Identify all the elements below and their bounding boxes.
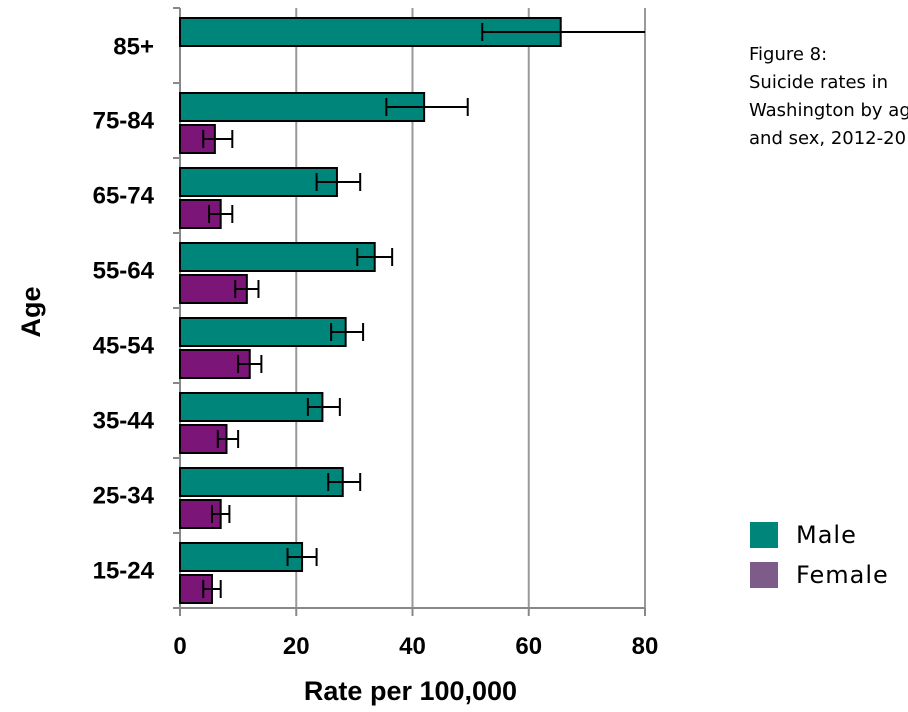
y-tick-label: 55-64: [93, 258, 155, 285]
x-tick-label: 0: [173, 633, 186, 660]
bar-male: [179, 17, 562, 47]
y-tick-label: 85+: [113, 34, 154, 61]
bar-male: [179, 242, 376, 272]
bar-male: [179, 392, 324, 422]
bar-chart: 0 20 40 60 80 85+ 75-84 65-74 55-64 45-54 35-44 25-…: [16, 7, 659, 706]
x-tick-label: 20: [283, 633, 310, 660]
legend-label-male: Male: [796, 521, 857, 549]
y-tick-label: 65-74: [93, 183, 155, 210]
legend-label-female: Female: [796, 561, 889, 589]
x-tick-label: 40: [399, 633, 426, 660]
y-tick-label: 15-24: [93, 558, 155, 585]
x-tick-label: 80: [632, 633, 659, 660]
bar-female: [179, 424, 228, 454]
x-tick-label: 60: [515, 633, 542, 660]
y-axis-title: Age: [16, 286, 46, 337]
legend-item-male: Male: [750, 520, 889, 550]
y-tick-label: 45-54: [93, 333, 155, 360]
legend-swatch-male: [750, 522, 778, 548]
y-tick-label: 25-34: [93, 483, 155, 510]
caption-line: Washington by age: [749, 100, 908, 121]
legend-swatch-female: [750, 562, 778, 588]
bar-male: [179, 542, 304, 572]
bar-male: [179, 92, 426, 122]
caption-line: and sex, 2012-2016: [749, 128, 908, 149]
x-axis-title: Rate per 100,000: [304, 676, 517, 706]
bar-male: [179, 317, 347, 347]
bar-male: [179, 467, 344, 497]
caption-line: Figure 8:: [749, 44, 828, 65]
y-tick-label: 35-44: [93, 408, 155, 435]
bar-male: [179, 167, 338, 197]
legend: Male Female: [750, 520, 889, 600]
caption-line: Suicide rates in: [749, 72, 889, 93]
legend-item-female: Female: [750, 560, 889, 590]
y-tick-label: 75-84: [93, 108, 155, 135]
figure-caption: Figure 8: Suicide rates in Washington by…: [749, 41, 908, 153]
